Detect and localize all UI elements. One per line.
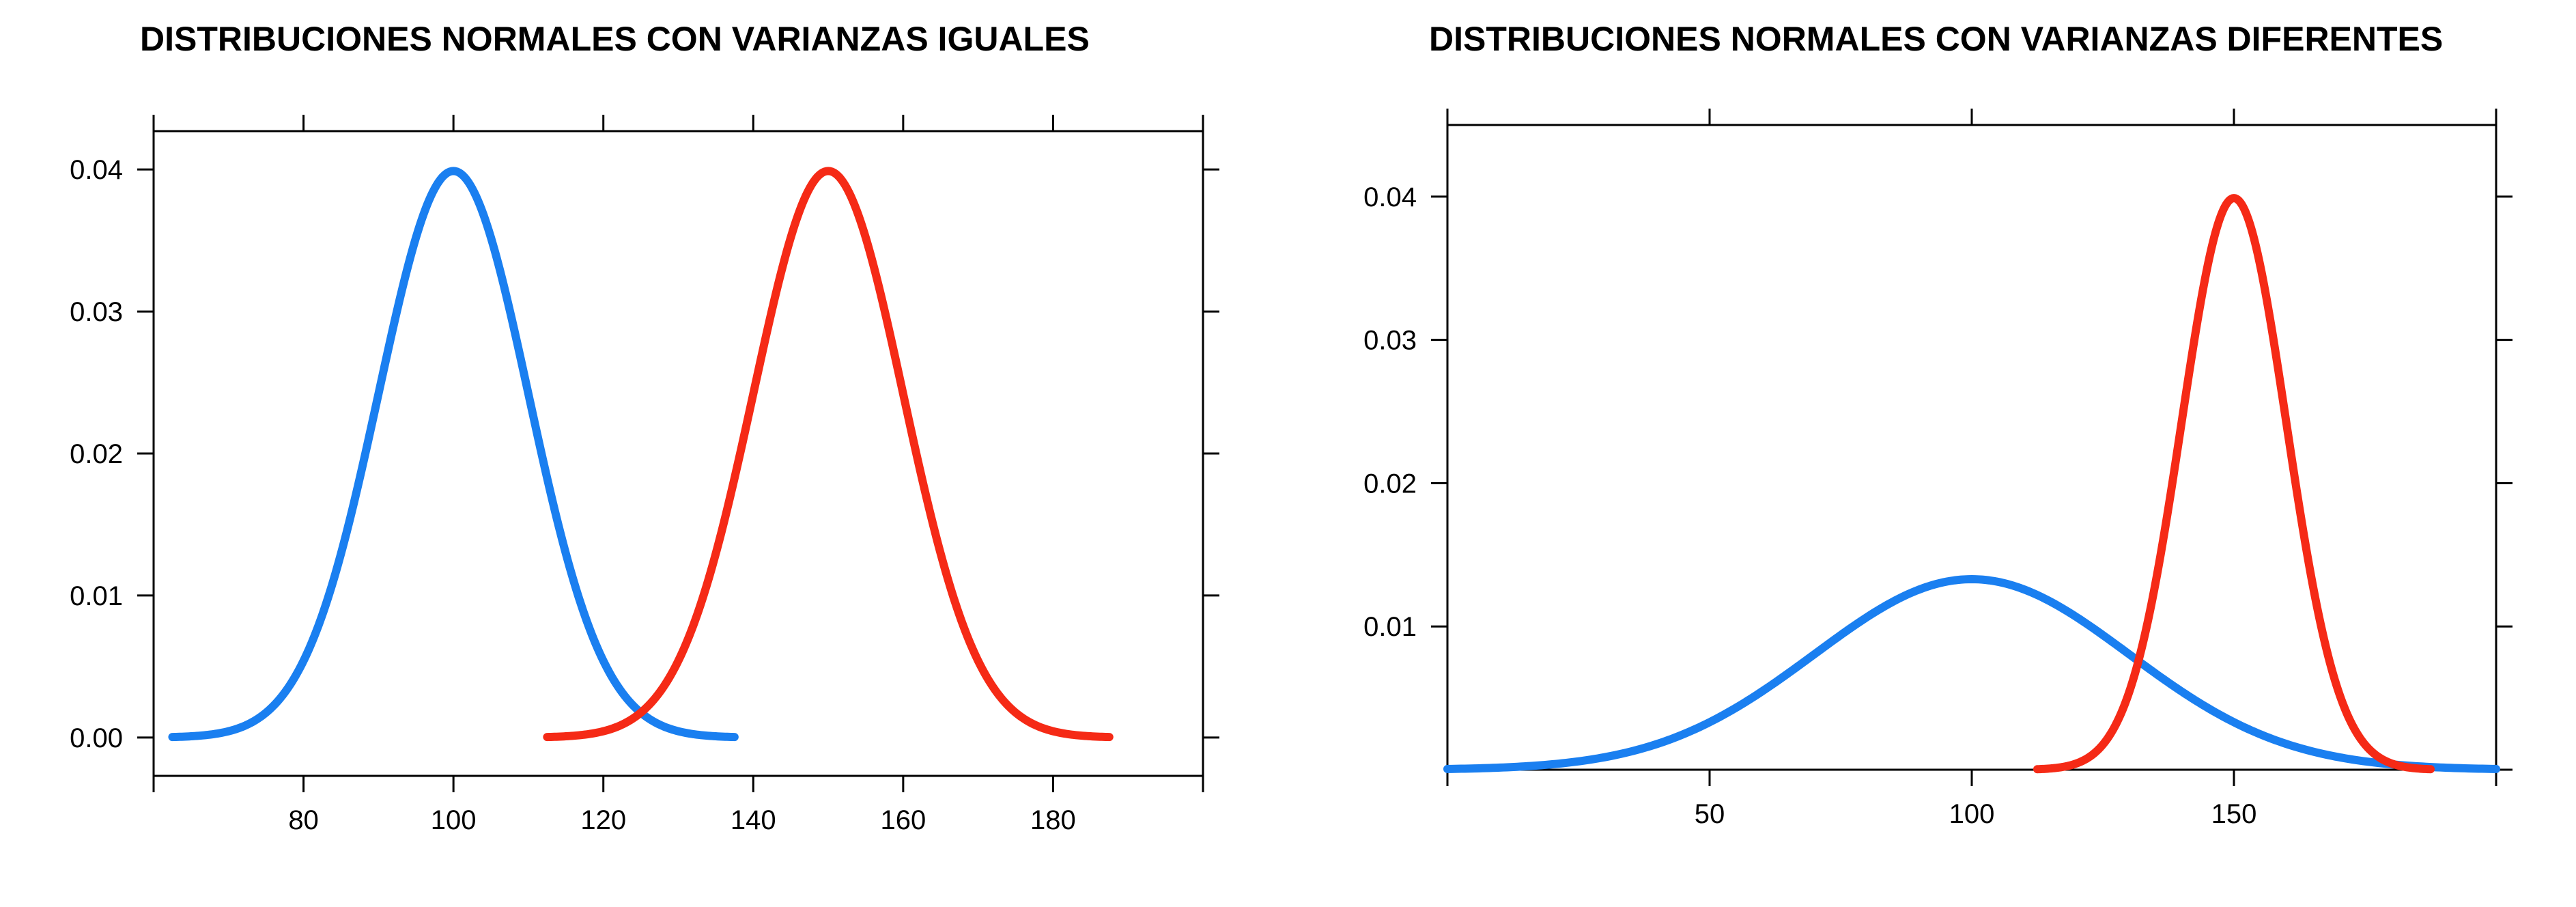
y-tick-label: 0.03 xyxy=(1363,326,1417,356)
y-tick-label: 0.04 xyxy=(1363,182,1417,212)
x-tick-label: 160 xyxy=(880,805,926,835)
series-line-1 xyxy=(1443,575,2500,773)
x-tick-label: 100 xyxy=(431,805,477,835)
series-line-1 xyxy=(168,167,739,742)
chart-title-right: DISTRIBUCIONES NORMALES CON VARIANZAS DI… xyxy=(1429,20,2444,58)
y-tick-label: 0.01 xyxy=(1363,612,1417,642)
x-tick-label: 180 xyxy=(1030,805,1076,835)
chart-title-left: DISTRIBUCIONES NORMALES CON VARIANZAS IG… xyxy=(140,20,1090,58)
plot-frame xyxy=(152,130,1204,777)
series-line-2 xyxy=(543,167,1114,742)
x-tick-label: 50 xyxy=(1695,799,1725,829)
x-tick-label: 140 xyxy=(731,805,776,835)
y-tick-label: 0.01 xyxy=(70,581,123,611)
y-tick-label: 0.04 xyxy=(70,155,123,185)
y-tick-label: 0.00 xyxy=(70,723,123,753)
x-tick-label: 150 xyxy=(2211,799,2257,829)
y-tick-label: 0.02 xyxy=(70,439,123,469)
series-line-2 xyxy=(2033,194,2435,774)
x-tick-label: 80 xyxy=(288,805,319,835)
x-tick-label: 100 xyxy=(1949,799,1995,829)
y-tick-label: 0.03 xyxy=(70,297,123,327)
x-tick-label: 120 xyxy=(580,805,626,835)
y-tick-label: 0.02 xyxy=(1363,469,1417,499)
plot-frame xyxy=(1446,124,2497,771)
